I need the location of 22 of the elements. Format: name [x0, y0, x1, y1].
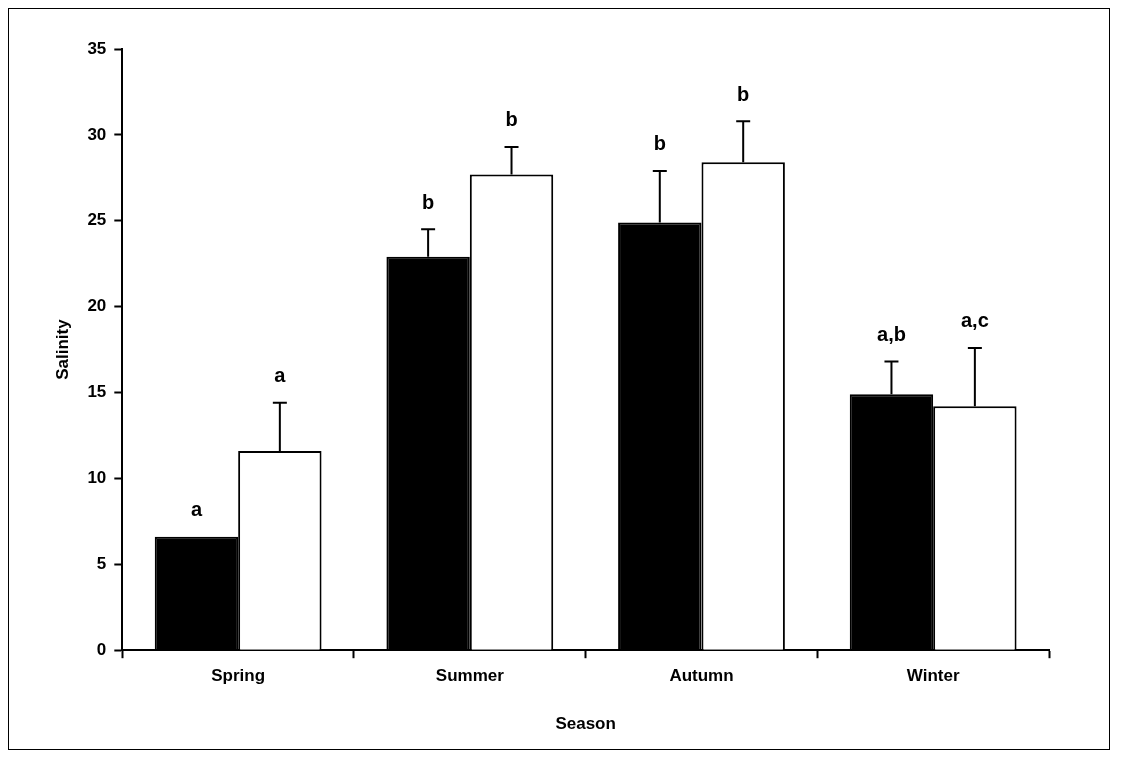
- annotation: a: [274, 364, 287, 387]
- annotation: a: [190, 498, 203, 521]
- x-tick-label: Summer: [435, 666, 505, 686]
- y-tick-label: 5: [96, 554, 107, 573]
- y-axis-title: Salinity: [52, 318, 72, 380]
- y-tick-label: 35: [87, 38, 107, 58]
- y-tick-label: 20: [87, 296, 107, 316]
- y-tick-label: 30: [87, 124, 107, 144]
- y-tick-label: 0: [96, 639, 107, 659]
- y-tick-label: 25: [87, 210, 107, 230]
- annotation: a,c: [960, 309, 989, 332]
- x-axis-title: Season: [555, 714, 616, 734]
- y-tick-label: 15: [87, 382, 107, 402]
- x-tick-label: Autumn: [669, 666, 734, 686]
- x-tick-label: Winter: [906, 666, 960, 686]
- annotation: b: [653, 132, 666, 155]
- annotation: b: [737, 82, 750, 105]
- annotation: b: [505, 108, 518, 131]
- annotation: a,b: [877, 323, 906, 346]
- y-tick-label: 10: [87, 468, 107, 488]
- x-tick-label: Spring: [211, 666, 266, 686]
- annotation: b: [422, 190, 435, 213]
